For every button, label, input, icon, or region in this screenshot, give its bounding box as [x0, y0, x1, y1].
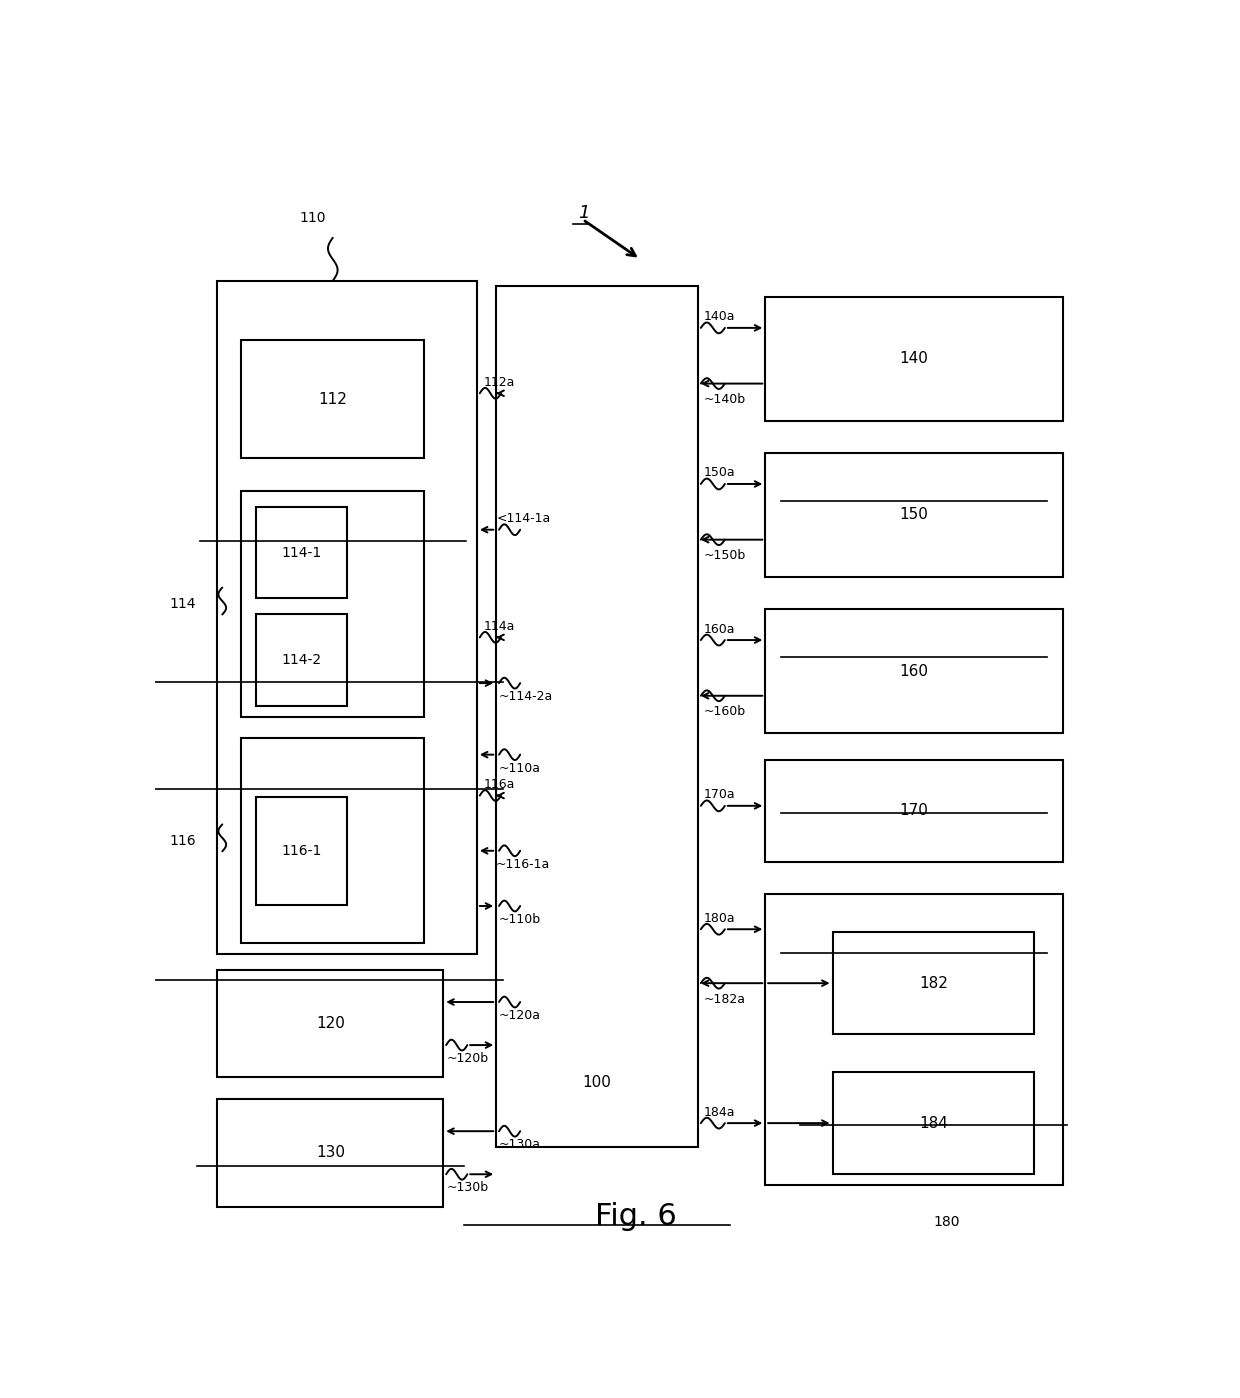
FancyBboxPatch shape — [255, 797, 347, 905]
Text: 180: 180 — [934, 1215, 960, 1229]
Text: ~160b: ~160b — [703, 705, 745, 719]
Text: 114-2: 114-2 — [281, 653, 321, 667]
Text: 116: 116 — [170, 833, 196, 847]
Text: ~110b: ~110b — [498, 913, 541, 927]
FancyBboxPatch shape — [242, 491, 424, 717]
Text: 116a: 116a — [484, 779, 516, 791]
Text: 184: 184 — [919, 1116, 947, 1131]
FancyBboxPatch shape — [765, 895, 1063, 1186]
FancyBboxPatch shape — [242, 340, 424, 459]
FancyBboxPatch shape — [765, 610, 1063, 733]
Text: 170: 170 — [900, 804, 929, 818]
Text: <114-1a: <114-1a — [496, 512, 551, 526]
Text: Fig. 6: Fig. 6 — [595, 1202, 676, 1232]
Text: 150: 150 — [900, 507, 929, 523]
Text: 130: 130 — [316, 1145, 345, 1160]
Text: ~110a: ~110a — [498, 762, 541, 774]
FancyBboxPatch shape — [765, 453, 1063, 577]
FancyBboxPatch shape — [255, 507, 347, 598]
FancyBboxPatch shape — [496, 287, 698, 1148]
Text: 170a: 170a — [703, 788, 735, 801]
FancyBboxPatch shape — [255, 615, 347, 706]
Text: ~116-1a: ~116-1a — [495, 858, 549, 871]
Text: ~120a: ~120a — [498, 1009, 541, 1022]
Text: 184a: 184a — [703, 1106, 735, 1118]
Text: 1: 1 — [578, 204, 589, 222]
Text: 110: 110 — [299, 211, 326, 225]
Text: ~182a: ~182a — [703, 993, 745, 1005]
FancyBboxPatch shape — [217, 970, 444, 1078]
Text: 114-1: 114-1 — [281, 545, 321, 559]
FancyBboxPatch shape — [217, 1099, 444, 1206]
Text: 112a: 112a — [484, 376, 516, 389]
FancyBboxPatch shape — [242, 738, 424, 942]
Text: 114a: 114a — [484, 619, 516, 633]
Text: 160a: 160a — [703, 622, 735, 636]
Text: ~130a: ~130a — [498, 1138, 541, 1152]
Text: 182: 182 — [919, 976, 947, 991]
FancyBboxPatch shape — [765, 296, 1063, 421]
FancyBboxPatch shape — [765, 761, 1063, 863]
Text: ~150b: ~150b — [703, 549, 745, 562]
Text: ~114-2a: ~114-2a — [498, 691, 553, 703]
Text: 140a: 140a — [703, 310, 735, 323]
Text: ~120b: ~120b — [446, 1053, 489, 1065]
FancyBboxPatch shape — [832, 932, 1034, 1035]
FancyBboxPatch shape — [217, 281, 477, 953]
Text: 116-1: 116-1 — [281, 844, 321, 858]
Text: 150a: 150a — [703, 467, 735, 480]
Text: 180a: 180a — [703, 911, 735, 924]
Text: 100: 100 — [583, 1075, 611, 1090]
Text: 140: 140 — [900, 351, 929, 366]
Text: 160: 160 — [900, 664, 929, 678]
Text: ~140b: ~140b — [703, 393, 745, 405]
Text: 112: 112 — [319, 391, 347, 407]
Text: 120: 120 — [316, 1016, 345, 1032]
Text: ~130b: ~130b — [446, 1181, 489, 1194]
FancyBboxPatch shape — [832, 1072, 1034, 1174]
Text: 114: 114 — [170, 597, 196, 611]
